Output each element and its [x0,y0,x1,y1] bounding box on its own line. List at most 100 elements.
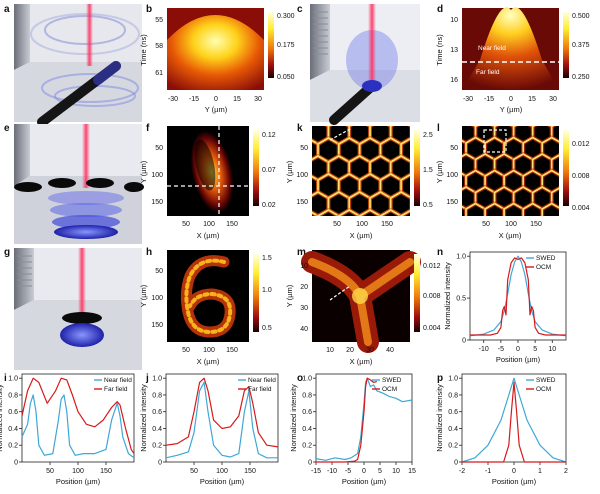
hexK-cell [312,211,319,216]
plot-p-ytick-label: 0.2 [448,443,458,450]
panel-label-h: h [146,247,152,258]
plot-n-legend-label: SWED [536,255,556,262]
panel-label-i: i [4,373,7,384]
plot-j-series-far-field [165,377,279,448]
panel-label-d: d [437,4,443,15]
panel-label-g: g [4,247,10,258]
panel-label-j: j [145,373,149,384]
d-xtick-3: 15 [528,96,536,103]
plot-p-ytick-label: 0.6 [448,409,458,416]
d-ytick-1: 13 [450,47,458,54]
plot-n-xtick-label: -10 [479,346,489,353]
k-ytick-2: 150 [296,199,308,206]
d-far-field-label: Far field [476,69,500,76]
schematic-c [310,4,420,125]
panel-label-b: b [146,4,152,15]
hexL-cell-glow [447,105,466,127]
f-ytick-2: 150 [151,199,163,206]
d-xtick-0: -30 [463,96,473,103]
map-l: 0.012 0.008 0.004 50 100 150 Y (µm) 50 1… [435,105,590,240]
b-ytick-0: 55 [155,17,163,24]
cbar-b-tick-2: 0.050 [277,74,295,81]
f-xlabel: X (µm) [197,231,220,240]
map-d: Near field Far field 0.500 0.375 0.250 1… [435,7,590,114]
map-b: 0.300 0.175 0.050 55 58 61 Time (ns) -30… [139,8,295,114]
hexK-cell [317,209,340,216]
map-f: 0.12 0.07 0.02 50 100 150 Y (µm) 50 100 … [139,126,276,240]
m-xtick-1: 20 [346,347,354,354]
hexL-cell [530,126,536,128]
hexK-cell [422,138,443,162]
hexL-cell [549,126,555,128]
plot-i: 50 100 150 0 0.2 0.4 0.6 0.8 1.0 Position (µm) Nor… [0,373,135,486]
b-xtick-4: 30 [254,96,262,103]
cbar-f-tick-1: 0.07 [262,167,276,174]
f-xtick-2: 150 [226,221,238,228]
cbar-h-tick-0: 1.5 [262,255,272,262]
plot-i-xtick-label: 100 [72,468,84,475]
h-xtick-0: 50 [182,347,190,354]
cbar-f-tick-0: 0.12 [262,132,276,139]
hexL-cell [522,202,544,216]
h-ytick-1: 100 [151,295,163,302]
panel-label-k: k [297,123,303,134]
cbar-m-tick-2: 0.004 [423,325,441,332]
f-xtick-1: 100 [203,221,215,228]
map-h: 1.5 1.0 0.5 50 100 150 Y (µm) 50 100 150… [139,250,272,366]
plot-i-xlabel: Position (µm) [56,477,101,486]
d-ytick-2: 16 [450,77,458,84]
b-xtick-1: -15 [189,96,199,103]
cbar-f: 0.12 0.07 0.02 [253,130,276,209]
hexL-cell [541,202,559,216]
b-ytick-1: 58 [155,43,163,50]
plot-n-xtick-label: 5 [533,346,537,353]
d-xlabel: Y (µm) [500,105,523,114]
b-xtick-3: 15 [233,96,241,103]
cbar-k: 2.5 1.5 0.5 [414,130,433,209]
m-ylabel: Y (µm) [285,284,294,307]
cbar-b-tick-1: 0.175 [277,42,295,49]
plot-i-ytick-label: 1.0 [8,376,18,383]
plot-p-legend-label: SWED [536,377,556,384]
plot-i-ytick-label: 0.8 [8,392,18,399]
h-xtick-2: 150 [226,347,238,354]
hexL-cell [437,121,456,143]
panel-label-f: f [146,123,150,134]
plot-o-ytick-label: 0.6 [302,409,312,416]
plot-j-ytick-label: 0.4 [152,426,162,433]
plot-o-ytick-label: 0 [308,460,312,467]
panel-label-n: n [437,247,443,258]
schematic-a [14,4,142,127]
panel-label-m: m [297,247,306,258]
cbar-m-tick-1: 0.008 [423,293,441,300]
panel-label-a: a [4,4,10,15]
plot-i-legend-label: Far field [104,386,128,393]
b-xlabel: Y (µm) [205,105,228,114]
cbar-d-tick-0: 0.500 [572,13,590,20]
plot-o-ytick-label: 0.2 [302,443,312,450]
plot-j-xlabel: Position (µm) [200,477,245,486]
hexL-cell [447,105,466,127]
hexL-cell-glow [546,126,557,129]
hexK-cell [379,209,402,216]
plot-i-ytick-label: 0.4 [8,426,18,433]
m-ytick-0: 10 [300,263,308,270]
cbar-b: 0.300 0.175 0.050 [268,12,295,81]
hex-lattice-l [437,105,580,216]
panel-label-c: c [297,4,303,15]
d-near-field-label: Near field [478,45,506,52]
d-xtick-1: -15 [484,96,494,103]
plot-o-xtick-label: 15 [408,468,416,475]
plot-i-ytick-label: 0 [14,460,18,467]
panel-label-l: l [437,123,440,134]
cbar-d: 0.500 0.375 0.250 [563,12,590,81]
plot-i-series-far-field [21,377,135,454]
l-ytick-2: 150 [446,199,458,206]
f-ylabel: Y (µm) [139,160,148,183]
plot-p-ytick-label: 0.4 [448,426,458,433]
plot-n-ytick-label: 1.0 [456,254,466,261]
hexL-cell [561,105,580,127]
plot-j-xtick-label: 150 [244,468,256,475]
plot-o-xtick-label: 10 [392,468,400,475]
